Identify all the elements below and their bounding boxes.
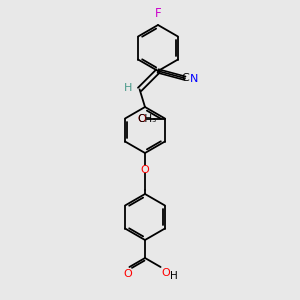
- Text: CH₃: CH₃: [137, 113, 156, 124]
- Text: O: O: [137, 113, 146, 124]
- Text: O: O: [123, 269, 132, 279]
- Text: F: F: [155, 7, 161, 20]
- Text: H: H: [124, 83, 133, 93]
- Text: C: C: [181, 73, 189, 83]
- Text: O: O: [141, 165, 149, 175]
- Text: O: O: [162, 268, 170, 278]
- Text: N: N: [190, 74, 198, 84]
- Text: H: H: [169, 271, 177, 281]
